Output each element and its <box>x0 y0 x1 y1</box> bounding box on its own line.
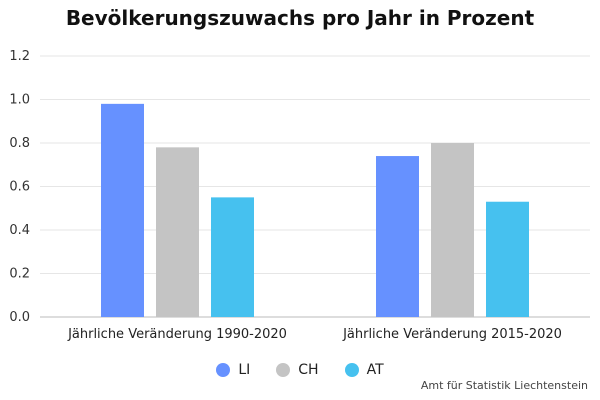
y-tick-label: 1.2 <box>9 49 30 64</box>
bar-at <box>211 197 254 317</box>
y-tick-label: 0.8 <box>9 136 30 151</box>
bar-ch <box>431 143 474 317</box>
y-tick-label: 0.0 <box>9 310 30 325</box>
y-tick-label: 0.6 <box>9 180 30 195</box>
x-category-label: Jährliche Veränderung 2015-2020 <box>342 327 562 342</box>
bar-li <box>376 156 419 317</box>
y-tick-label: 0.2 <box>9 267 30 282</box>
legend-label: CH <box>298 362 319 378</box>
bar-ch <box>156 147 199 317</box>
y-tick-label: 0.4 <box>9 223 30 238</box>
chart-legend: LI CH AT <box>0 362 600 378</box>
chart-title: Bevölkerungszuwachs pro Jahr in Prozent <box>65 6 535 30</box>
y-tick-label: 1.0 <box>9 93 30 108</box>
legend-item-at: AT <box>344 362 384 378</box>
bar-at <box>486 201 529 317</box>
legend-label: AT <box>366 362 384 378</box>
legend-item-li: LI <box>216 362 250 378</box>
legend-swatch <box>276 363 291 377</box>
x-category-label: Jährliche Veränderung 1990-2020 <box>67 327 287 342</box>
legend-swatch <box>216 363 231 377</box>
bar-li <box>101 103 144 317</box>
source-credit: Amt für Statistik Liechtenstein <box>420 379 588 392</box>
legend-label: LI <box>238 362 251 378</box>
legend-item-ch: CH <box>276 362 319 378</box>
legend-swatch <box>344 363 359 377</box>
